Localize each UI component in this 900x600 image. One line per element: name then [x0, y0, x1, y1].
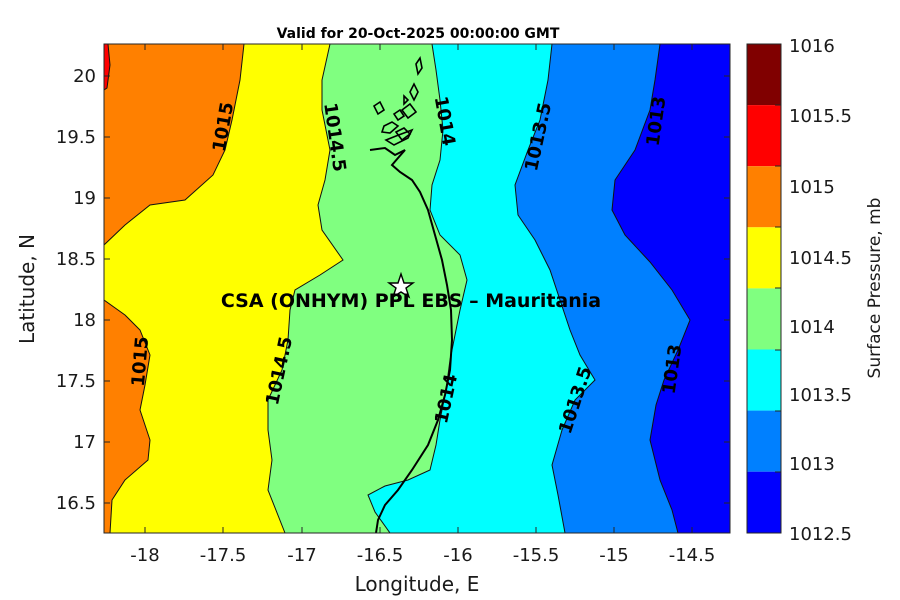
colorbar-swatch — [747, 349, 781, 411]
contour-line-1014.5 — [267, 44, 344, 533]
colorbar-tick-label: 1014 — [789, 317, 835, 338]
y-tick-label: 16.5 — [56, 493, 96, 514]
x-tick-label: -18 — [130, 545, 159, 566]
contour-line-1013.5 — [514, 44, 596, 533]
colorbar — [746, 43, 782, 534]
colorbar-tick-label: 1015 — [789, 177, 835, 198]
y-tick-label: 18.5 — [56, 249, 96, 270]
y-tick-label: 20 — [73, 66, 96, 87]
contour-line-1015-north — [104, 44, 245, 246]
colorbar-tick-label: 1013 — [789, 454, 835, 475]
band-1015-1015.5-south — [104, 300, 150, 533]
x-tick-label: -16 — [443, 545, 472, 566]
colorbar-swatch — [747, 105, 781, 167]
y-tick-label: 18 — [73, 310, 96, 331]
x-tick-label: -16.5 — [357, 545, 404, 566]
colorbar-ticks — [775, 104, 781, 473]
x-tick-label: -15 — [599, 545, 628, 566]
colorbar-swatch — [747, 471, 781, 533]
contour-line-1014 — [367, 44, 468, 533]
x-tick-label: -17.5 — [200, 545, 247, 566]
coastline — [369, 146, 454, 533]
band-1015-1015.5-north — [104, 44, 244, 245]
star-icon — [386, 271, 416, 299]
colorbar-tick-label: 1012.5 — [789, 524, 852, 545]
x-axis — [144, 44, 693, 533]
contour-line-1015-south — [104, 299, 151, 533]
band-1015.5-1016 — [104, 44, 110, 90]
x-tick-label: -17 — [287, 545, 316, 566]
colorbar-swatch — [747, 410, 781, 472]
colorbar-swatch — [747, 166, 781, 228]
y-tick-label: 17 — [73, 432, 96, 453]
plot-frame — [103, 43, 731, 534]
x-tick-label: -14.5 — [669, 545, 716, 566]
y-tick-label: 19.5 — [56, 127, 96, 148]
colorbar-tick-label: 1015.5 — [789, 106, 852, 127]
map-title: Valid for 20-Oct-2025 00:00:00 GMT — [277, 26, 560, 42]
colorbar-tick-label: 1014.5 — [789, 248, 852, 269]
y-tick-label: 19 — [73, 188, 96, 209]
coastal-islands — [372, 55, 423, 146]
contour-field: 1015 1014.5 1014 1013.5 1013 1015 1014.5… — [104, 44, 730, 533]
colorbar-label: Surface Pressure, mb — [865, 198, 885, 379]
site-label: CSA (ONHYM) PPL EBS – Mauritania — [221, 290, 601, 312]
x-tick-label: -15.5 — [513, 545, 560, 566]
x-axis-label: Longitude, E — [355, 572, 480, 596]
colorbar-swatch — [747, 44, 781, 106]
y-axis-label: Latitude, N — [15, 234, 39, 344]
y-axis — [104, 75, 730, 504]
colorbar-swatch — [747, 288, 781, 350]
contour-label-1015-south: 1015 — [128, 336, 153, 388]
colorbar-swatch — [747, 227, 781, 289]
contour-line-1013 — [611, 44, 691, 533]
y-tick-label: 17.5 — [56, 371, 96, 392]
colorbar-tick-label: 1013.5 — [789, 385, 852, 406]
colorbar-tick-label: 1016 — [789, 36, 835, 57]
